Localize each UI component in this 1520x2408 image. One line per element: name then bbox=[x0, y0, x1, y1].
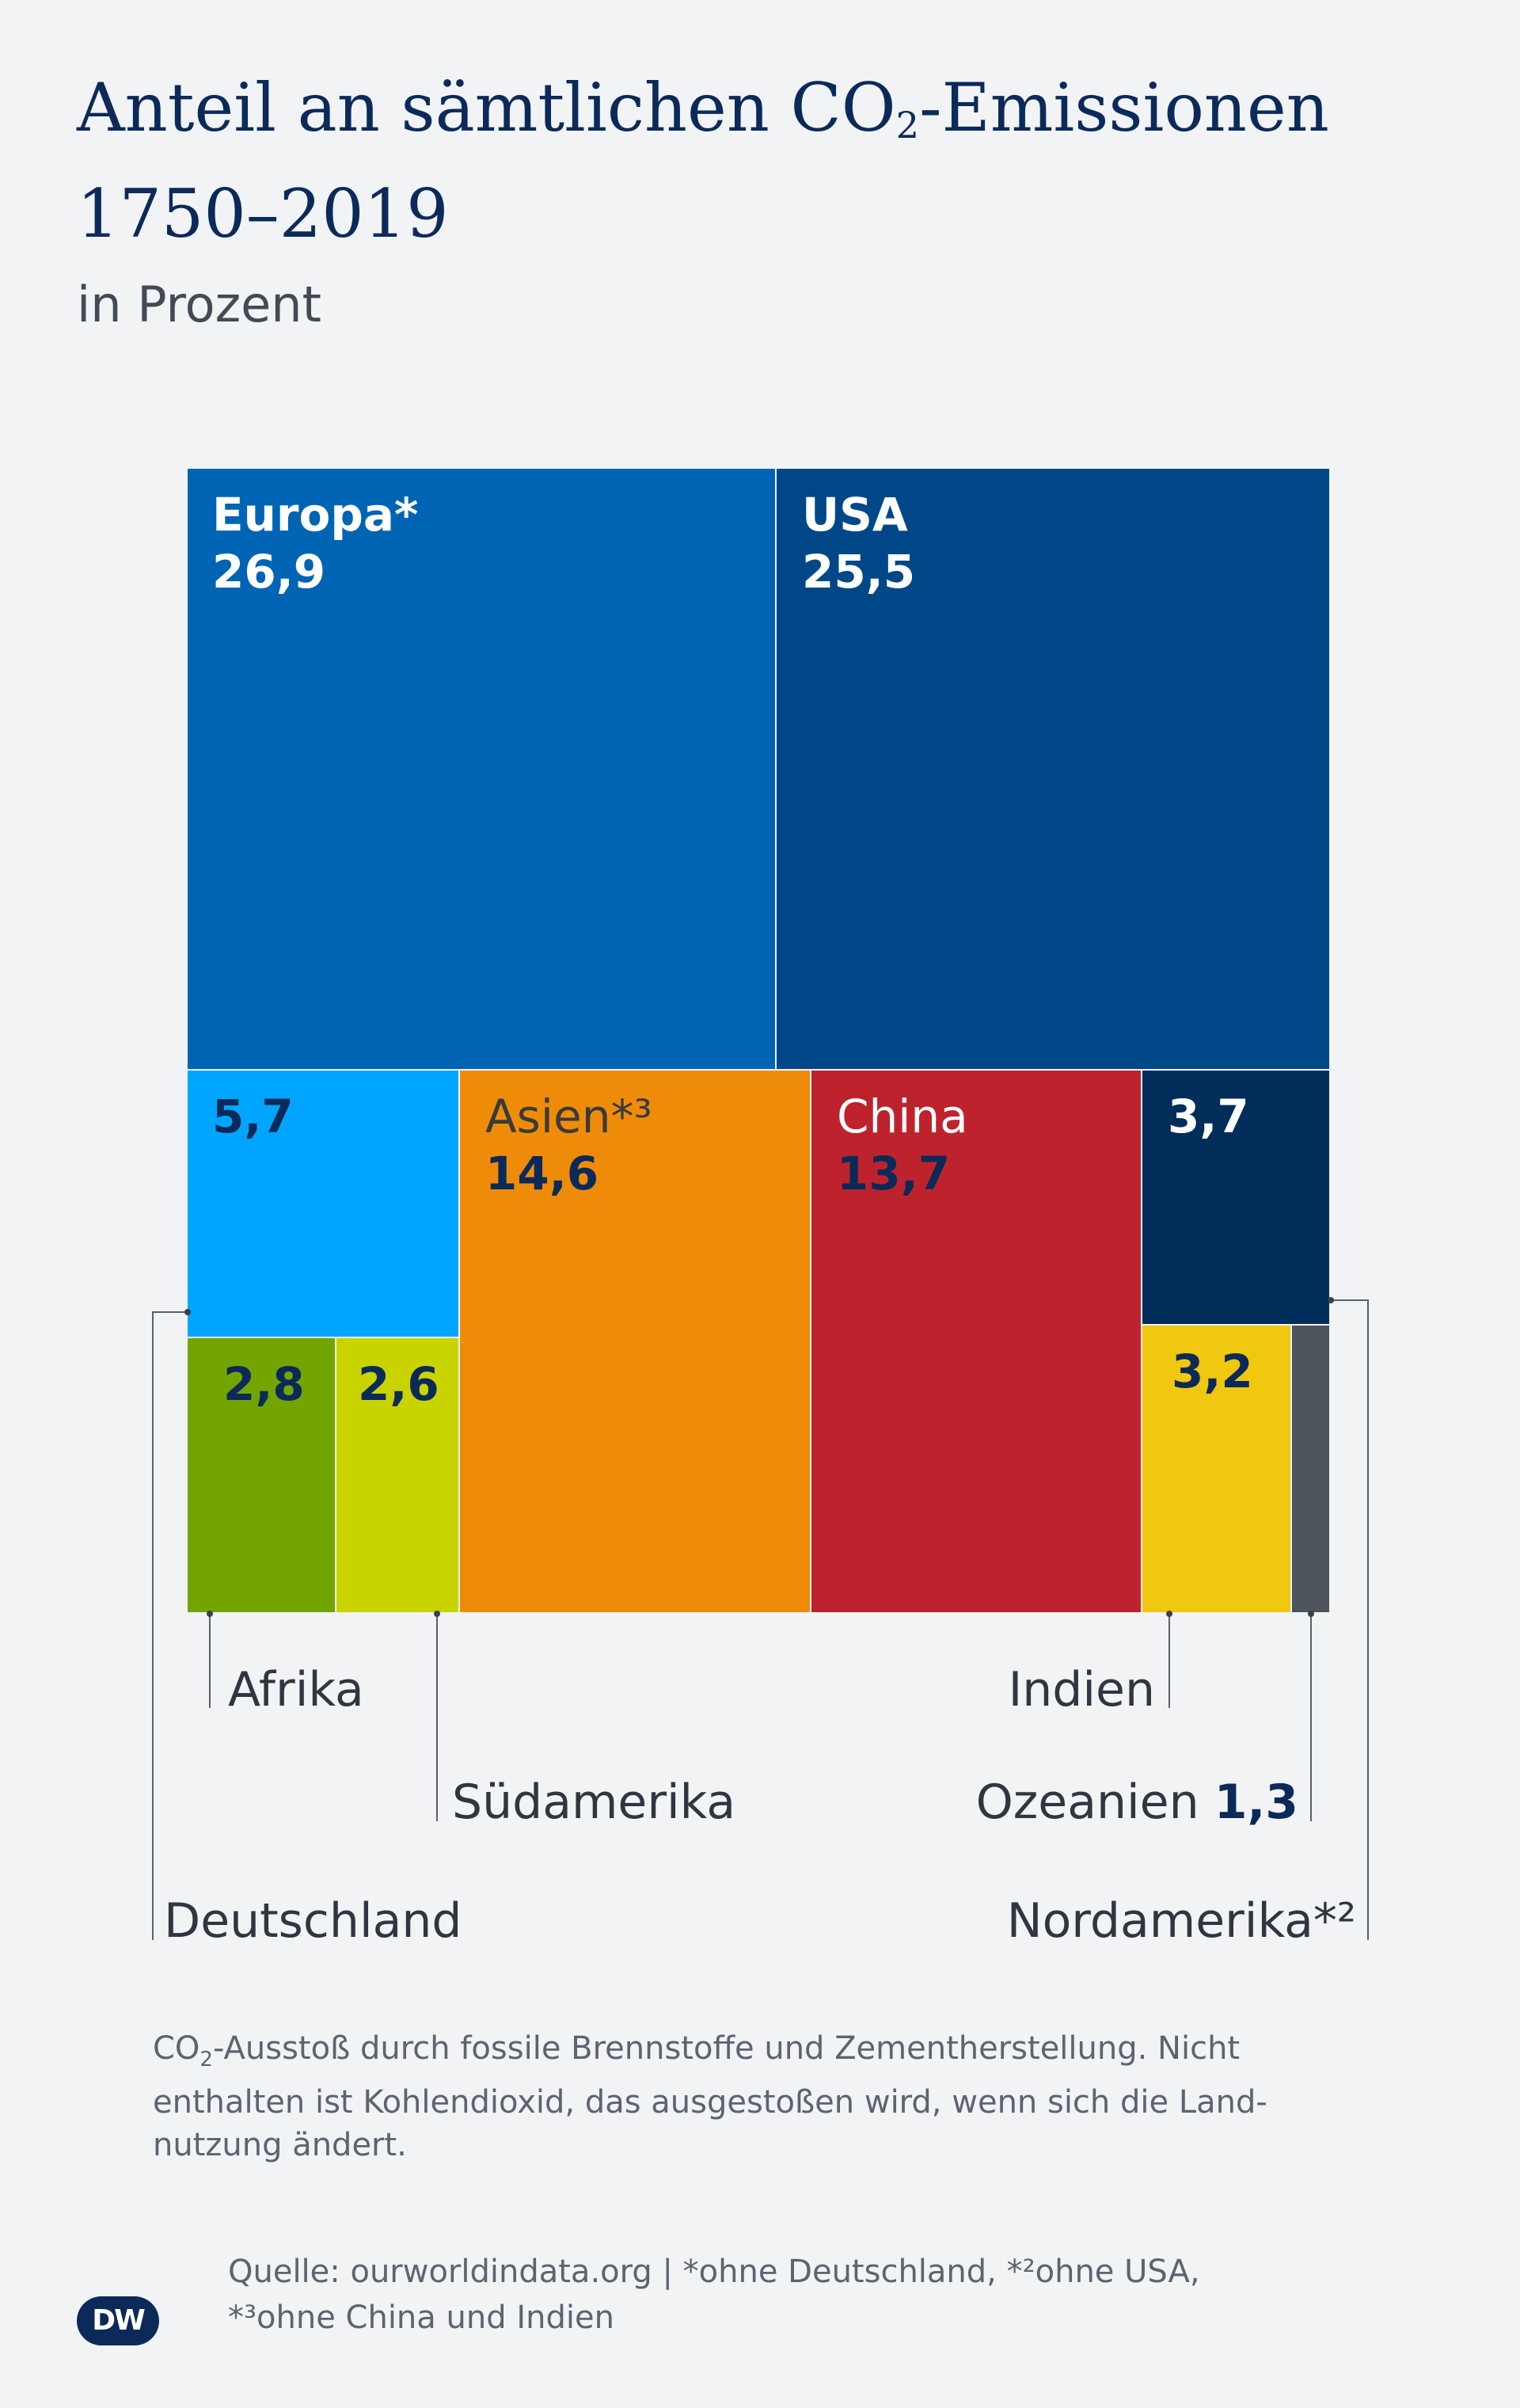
tile-china bbox=[811, 1071, 1142, 1614]
label-europa-name: Europa* bbox=[212, 488, 419, 542]
label-deutschland: 5,7 bbox=[212, 1088, 294, 1145]
label-china: China 13,7 bbox=[837, 1088, 968, 1202]
leader-dot-suedamerika bbox=[434, 1611, 440, 1617]
label-europa-value: 26,9 bbox=[212, 545, 326, 599]
chart-title-line1: Anteil an sämtlichen CO2-Emissionen bbox=[77, 69, 1329, 147]
source-line2: *³ohne China und Indien bbox=[228, 2300, 614, 2336]
label-deutschland-value: 5,7 bbox=[212, 1090, 294, 1143]
tile-nordamerika bbox=[1142, 1071, 1331, 1326]
dw-logo: DW bbox=[77, 2296, 159, 2345]
label-asien: Asien*³ 14,6 bbox=[485, 1088, 652, 1202]
ext-label-nordamerika: Nordamerika*² bbox=[1006, 1893, 1356, 1949]
tile-deutschland bbox=[188, 1071, 460, 1338]
label-indien: 3,2 bbox=[1172, 1343, 1253, 1400]
leader-dot-deutschland bbox=[184, 1309, 191, 1315]
ext-label-indien: Indien bbox=[1008, 1662, 1155, 1718]
label-indien-value: 3,2 bbox=[1172, 1345, 1253, 1398]
tile-asien bbox=[460, 1071, 811, 1614]
ext-label-suedamerika: Südamerika bbox=[452, 1775, 736, 1830]
tile-afrika bbox=[188, 1338, 336, 1614]
leader-dot-ozeanien bbox=[1308, 1611, 1314, 1617]
label-usa-value: 25,5 bbox=[802, 545, 916, 599]
leader-dot-indien bbox=[1166, 1611, 1172, 1617]
label-suedamerika-value: 2,6 bbox=[358, 1357, 439, 1411]
label-usa: USA 25,5 bbox=[802, 486, 915, 600]
footnote: CO2-Ausstoß durch fossile Brennstoffe un… bbox=[153, 2030, 1267, 2163]
ext-label-afrika: Afrika bbox=[228, 1662, 364, 1718]
tile-indien bbox=[1142, 1326, 1292, 1614]
leader-dot-nordamerika bbox=[1328, 1297, 1334, 1303]
label-china-value: 13,7 bbox=[837, 1147, 951, 1200]
chart-subtitle: in Prozent bbox=[77, 276, 321, 333]
source-line1: Quelle: ourworldindata.org | *ohne Deuts… bbox=[228, 2254, 1200, 2290]
label-europa: Europa* 26,9 bbox=[212, 486, 418, 600]
label-afrika: 2,8 bbox=[223, 1356, 305, 1413]
leader-dot-afrika bbox=[207, 1611, 213, 1617]
ext-label-ozeanien-name: Ozeanien bbox=[975, 1775, 1199, 1830]
ext-label-ozeanien: Ozeanien 1,3 bbox=[976, 1774, 1298, 1831]
chart-title-line2: 1750–2019 bbox=[77, 175, 449, 253]
label-asien-value: 14,6 bbox=[485, 1147, 599, 1200]
label-nordamerika-value: 3,7 bbox=[1168, 1090, 1249, 1143]
chart-title: Anteil an sämtlichen CO2-Emissionen 1750… bbox=[77, 63, 1470, 258]
label-asien-name: Asien*³ bbox=[485, 1090, 652, 1143]
label-nordamerika: 3,7 bbox=[1168, 1088, 1249, 1145]
tile-europa bbox=[188, 469, 777, 1071]
label-china-name: China bbox=[837, 1090, 968, 1143]
tile-usa bbox=[777, 469, 1331, 1071]
leader-nordamerika bbox=[1331, 1299, 1369, 1940]
tile-suedamerika bbox=[336, 1338, 460, 1614]
ext-label-ozeanien-value: 1,3 bbox=[1214, 1775, 1298, 1830]
label-afrika-value: 2,8 bbox=[223, 1357, 305, 1411]
label-usa-name: USA bbox=[802, 488, 908, 542]
ext-label-deutschland: Deutschland bbox=[164, 1893, 462, 1949]
leader-deutschland bbox=[152, 1311, 188, 1940]
tile-ozeanien bbox=[1292, 1326, 1331, 1614]
label-suedamerika: 2,6 bbox=[358, 1356, 439, 1413]
source-note: Quelle: ourworldindata.org | *ohne Deuts… bbox=[228, 2249, 1416, 2341]
